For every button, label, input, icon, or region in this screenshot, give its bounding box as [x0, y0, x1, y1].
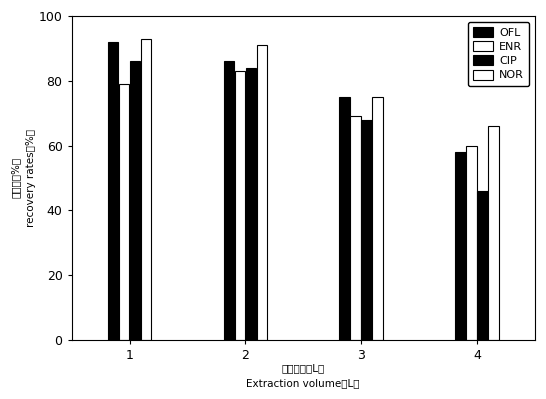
Bar	[235, 71, 245, 340]
Bar	[488, 126, 498, 340]
Bar	[340, 97, 350, 340]
Bar	[257, 45, 267, 340]
Bar	[246, 68, 256, 340]
Bar	[141, 39, 151, 340]
X-axis label: 萨取体积（L）
Extraction volume（L）: 萨取体积（L） Extraction volume（L）	[246, 363, 360, 388]
Bar	[372, 97, 383, 340]
Bar	[119, 84, 129, 340]
Bar	[361, 120, 372, 340]
Bar	[351, 117, 361, 340]
Bar	[224, 61, 234, 340]
Y-axis label: 回收率（%）
recovery rates（%）: 回收率（%） recovery rates（%）	[11, 129, 36, 227]
Bar	[455, 152, 466, 340]
Bar	[130, 61, 140, 340]
Bar	[477, 191, 488, 340]
Bar	[466, 146, 477, 340]
Legend: OFL, ENR, CIP, NOR: OFL, ENR, CIP, NOR	[468, 22, 529, 86]
Bar	[108, 42, 118, 340]
